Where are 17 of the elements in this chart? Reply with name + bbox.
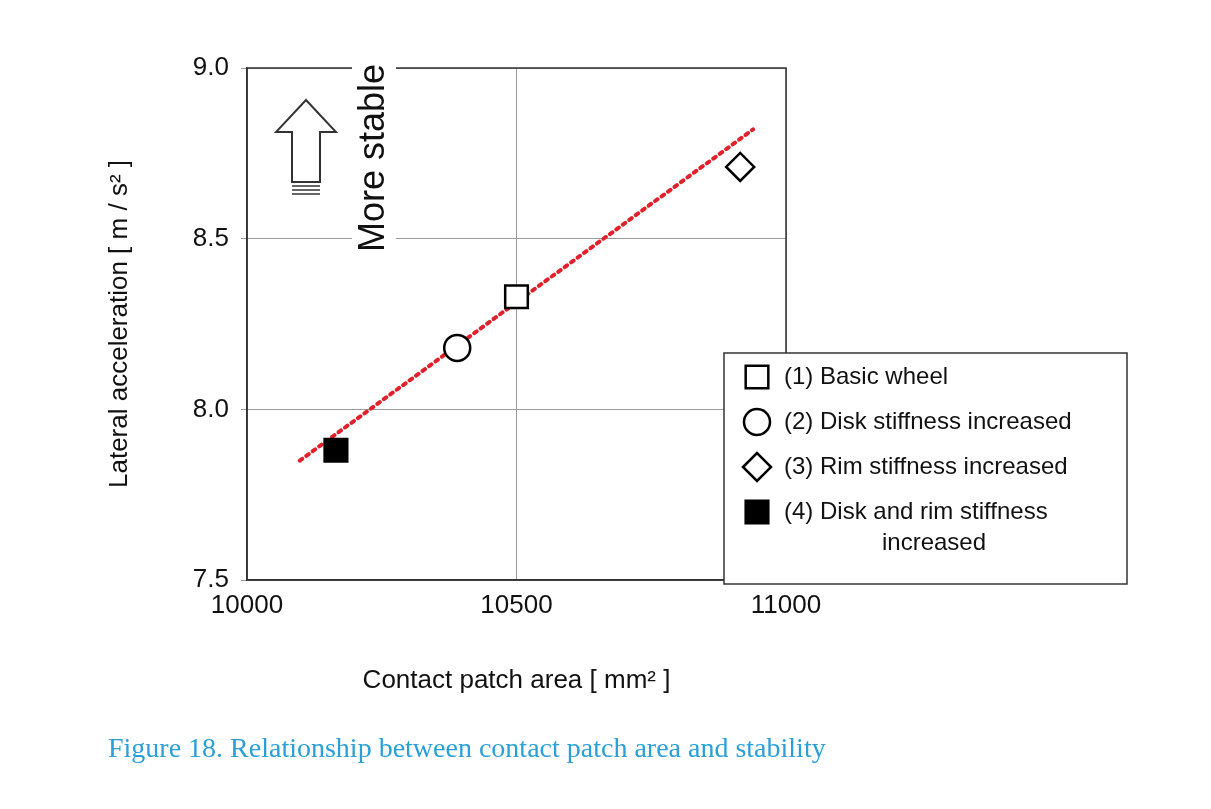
- point: [503, 284, 530, 310]
- y-axis-title: Lateral acceleration [ m / s² ]: [102, 159, 133, 489]
- legend-label: (1) Basic wheel: [784, 361, 949, 389]
- x-tick-label: 11000: [750, 588, 822, 619]
- point: [323, 437, 349, 463]
- legend-label: (2) Disk stiffness increased: [784, 406, 1072, 434]
- annotation: More stable: [350, 63, 392, 252]
- legend-label: (3) Rim stiffness increased: [784, 451, 1068, 479]
- y-tick-label: 9.0: [192, 51, 229, 82]
- y-tick-label: 8.0: [192, 392, 229, 423]
- point: [442, 333, 472, 363]
- caption: Figure 18. Relationship between contact patch area and stability: [108, 732, 826, 764]
- x-tick-label: 10500: [480, 588, 553, 619]
- point: [724, 151, 756, 183]
- x-axis-title: Contact patch area [ mm² ]: [362, 663, 671, 694]
- legend-label: (4) Disk and rim stiffness increased: [784, 496, 1048, 555]
- y-tick-label: 8.5: [192, 221, 229, 252]
